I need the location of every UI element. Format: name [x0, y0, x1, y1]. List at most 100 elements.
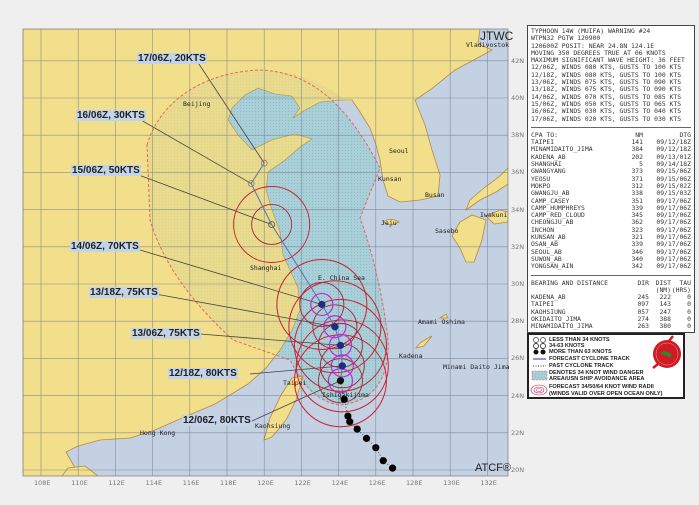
- warning-line: 12/18Z, WINDS 080 KTS, GUSTS TO 100 KTS: [531, 70, 682, 79]
- leader-line: [199, 333, 341, 346]
- legend-danger-area-2: AREA/USN SHIP AVOIDANCE AREA: [549, 376, 645, 382]
- past-position-marker: [346, 418, 354, 426]
- legend-34-63: 34-63 KNOTS: [549, 343, 585, 349]
- lat-lon-grid: [23, 29, 508, 476]
- lon-tick-label: 128E: [406, 479, 423, 487]
- forecast-label-15-06z: 15/06Z, 50KTS: [71, 165, 141, 176]
- warning-line: 13/18Z, WINDS 075 KTS, GUSTS TO 090 KTS: [531, 85, 682, 94]
- warning-info-panel: TYPHOON 14W (MUIFA) WARNING #24 WTPN32 PG…: [527, 25, 695, 333]
- cpa-header-nm: NM: [635, 130, 643, 139]
- cpa-table: CPA TO: NM DTG TAIPEI 141 09/12/18Z MINAMID…: [531, 130, 691, 271]
- place-kadena: Kadena: [399, 352, 423, 360]
- warning-line: WTPN32 PGTW 120900: [531, 34, 601, 43]
- shikoku-island: [485, 209, 508, 225]
- leader-line: [133, 115, 252, 184]
- cpa-cell: 09/15/06Z: [656, 167, 691, 176]
- place-taipei: Taipei: [283, 379, 307, 387]
- bearing-cell: 0: [687, 293, 691, 302]
- jeju-island: [382, 219, 400, 225]
- bearing-distance-table: BEARING AND DISTANCE DIR DIST TAU (NM) (…: [531, 278, 691, 331]
- bearing-cell: TAIPEI: [531, 300, 555, 309]
- cpa-header: CPA TO: NM DTG: [531, 130, 691, 139]
- lon-tick-label: 130E: [443, 479, 460, 487]
- past-position-marker: [362, 434, 371, 442]
- cpa-row: CAMP_HUMPHREYS 339 09/17/06Z: [531, 203, 691, 212]
- cpa-cell: 202: [631, 152, 643, 161]
- legend-wind-radii-1: FORECAST 34/50/64 KNOT WIND RADII: [549, 384, 654, 390]
- less-than-34-icon: [533, 337, 546, 343]
- warning-summary: TYPHOON 14W (MUIFA) WARNING #24 WTPN32 PG…: [531, 27, 691, 123]
- cpa-cell: 09/17/06Z: [656, 203, 691, 212]
- forecast-label-14-06z: 14/06Z, 70KTS: [70, 241, 140, 252]
- radius-34kt: [276, 258, 368, 350]
- bearing-cell: 0: [687, 307, 691, 316]
- past-position-marker: [340, 395, 348, 403]
- lat-tick-label: 22N: [511, 428, 525, 437]
- lon-tick-label: 126E: [368, 479, 386, 487]
- radius-64kt: [310, 292, 334, 317]
- lat-tick-label: 34N: [511, 205, 525, 214]
- lat-tick-label: 24N: [511, 391, 525, 400]
- cpa-cell: 340: [631, 254, 643, 263]
- cpa-row: GWANGJU_AB 338 09/15/03Z: [531, 189, 691, 197]
- bearing-row: KADENA_AB 245 222 0: [531, 293, 691, 302]
- hainan-island: [61, 465, 99, 476]
- bearing-cell: 380: [659, 322, 671, 331]
- cpa-cell: 351: [631, 196, 643, 205]
- radius-34kt: [295, 319, 389, 413]
- forecast-label-16-06z: 16/06Z, 30KTS: [76, 110, 146, 121]
- legend-more-than-63: MORE THAN 63 KNOTS: [549, 349, 612, 355]
- radius-50kt: [251, 204, 293, 245]
- cpa-cell: SUWON_AB: [531, 254, 562, 263]
- place-jeju: Jeju: [381, 219, 397, 227]
- lon-tick-label: 132E: [480, 479, 497, 487]
- radius-50kt: [299, 282, 345, 327]
- lon-tick-label: 120E: [257, 479, 274, 487]
- cpa-cell: CAMP_CASEY: [531, 196, 570, 205]
- danger-area-boundary: [146, 69, 389, 406]
- bearing-cell: OKIDAITO_JIMA: [531, 314, 582, 323]
- atcf-brand: ATCF®: [475, 462, 512, 474]
- past-position-marker: [353, 425, 361, 433]
- bearing-header-dist: DIST: [655, 278, 671, 287]
- bearing-row: MINAMIDAITO_JIMA 263 380 0: [531, 322, 691, 331]
- legend-wind-radii-2: (WINDS VALID OVER OPEN OCEAN ONLY): [549, 391, 663, 397]
- warning-line: 17/06Z, WINDS 020 KTS, GUSTS TO 030 KTS: [531, 114, 682, 123]
- lon-tick-label: 110E: [71, 479, 88, 487]
- forecast-position-marker: [268, 220, 276, 228]
- past-track-line: [340, 380, 393, 469]
- cpa-cell: 09/17/06Z: [656, 262, 691, 271]
- amami-island: [438, 313, 449, 319]
- legend-less-than-34: LESS THAN 34 KNOTS: [549, 337, 610, 343]
- bearing-cell: 263: [637, 322, 649, 331]
- lon-tick-label: 118E: [220, 479, 237, 487]
- bearing-row: TAIPEI 097 143 0: [531, 300, 691, 309]
- cpa-cell: GWANGYANG: [531, 167, 566, 176]
- cpa-row: INCHON 323 09/17/06Z: [531, 226, 691, 234]
- forecast-label-12-18z: 12/18Z, 80KTS: [168, 368, 238, 379]
- cpa-cell: 371: [631, 174, 643, 183]
- okinawa-island: [414, 335, 433, 349]
- cpa-cell: 312: [631, 181, 643, 190]
- danger-area-over-land: [147, 70, 352, 350]
- place-busan: Busan: [425, 191, 445, 199]
- forecast-label-13-18z: 13/18Z, 75KTS: [89, 287, 159, 298]
- past-position-marker: [372, 444, 380, 452]
- cpa-cell: YONGSAN_AIN: [531, 262, 574, 271]
- cpa-cell: 09/17/06Z: [656, 211, 691, 220]
- bearing-cell: KAOHSIUNG: [531, 307, 566, 316]
- radius-34kt: [293, 298, 387, 392]
- lat-tick-label: 32N: [511, 242, 525, 251]
- lat-tick-label: 28N: [511, 317, 525, 326]
- forecast-position-marker: [336, 341, 345, 349]
- cpa-row: GWANGYANG 373 09/15/06Z: [531, 167, 691, 176]
- legend-danger-area-1: DENOTES 34 KNOT WIND DANGER: [549, 370, 644, 376]
- cpa-cell: MINAMIDAITO_JIMA: [531, 145, 593, 154]
- cpa-cell: SHANGHAI: [531, 160, 562, 169]
- place-seoul: Seoul: [389, 147, 409, 155]
- forecast-label-13-06z: 13/06Z, 75KTS: [131, 328, 201, 339]
- leader-line: [194, 57, 265, 164]
- cpa-cell: 362: [631, 218, 643, 227]
- cpa-row: SEOUL_AB 346 09/17/06Z: [531, 248, 691, 256]
- leader-lines: [127, 57, 343, 422]
